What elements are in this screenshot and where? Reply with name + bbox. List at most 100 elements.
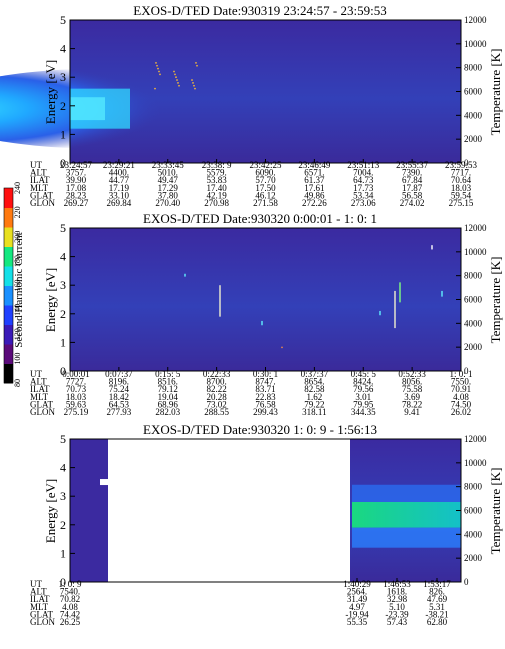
colorbar-swatch	[4, 227, 13, 247]
energy-tick-label: 5	[60, 432, 66, 446]
sparse-point	[193, 84, 195, 87]
orbit-row-label: UT	[30, 369, 42, 379]
late-enhancement	[352, 501, 461, 528]
orbit-cell: 0:22:33	[203, 369, 231, 379]
orbit-cell: 275.19	[64, 407, 89, 417]
early-data-block	[70, 439, 108, 582]
orbit-cell: 28.23	[66, 190, 87, 200]
orbit-cell: 270.98	[204, 198, 229, 208]
panel-2-title: EXOS-D/TED Date:930320 0:00:01 - 1: 0: 1	[143, 211, 377, 226]
sparse-point	[154, 87, 156, 90]
energy-tick-label: 1	[60, 335, 66, 349]
panel-2-orbit-table: UT 0:00:01 0:07:37 0:15: 5 0:22:33 0:30: 1 0:3…	[30, 369, 473, 417]
orbit-cell: 83.71	[255, 384, 275, 394]
temperature-tick-label: 10000	[464, 458, 487, 468]
orbit-cell: 17.61	[304, 183, 324, 193]
orbit-cell: 0:52:33	[398, 369, 426, 379]
temperature-tick-label: 6000	[464, 87, 483, 97]
orbit-cell: 7540.	[60, 587, 80, 597]
orbit-cell: 1:40:29	[343, 579, 371, 589]
sparse-point	[192, 82, 194, 84]
orbit-cell: 4.08	[453, 392, 469, 402]
orbit-cell: 23:55:37	[396, 160, 429, 170]
orbit-cell: 8196.	[109, 377, 129, 387]
orbit-cell: 82.58	[304, 384, 325, 394]
orbit-cell: -38.21	[425, 609, 448, 619]
panel-3-title: EXOS-D/TED Date:930320 1: 0: 9 - 1:56:13	[143, 422, 377, 437]
energy-tick-label: 1	[60, 546, 66, 560]
orbit-cell: 33.10	[109, 190, 130, 200]
sparse-point	[175, 76, 177, 79]
orbit-cell: 271.58	[253, 198, 278, 208]
orbit-cell: 49.47	[158, 175, 179, 185]
orbit-cell: 53.83	[207, 175, 228, 185]
orbit-cell: 1:46:53	[383, 579, 411, 589]
sparse-point	[177, 82, 179, 84]
orbit-cell: 67.84	[402, 175, 423, 185]
orbit-cell: 7390.	[402, 168, 422, 178]
energy-tick-label: 0	[60, 156, 66, 170]
orbit-cell: 0:00:01	[62, 369, 90, 379]
energy-tick-label: 0	[60, 575, 66, 589]
orbit-cell: 8747.	[255, 377, 275, 387]
colorbar-swatches	[3, 187, 14, 384]
temperature-tick-label: 4000	[464, 110, 483, 120]
orbit-cell: 75.58	[402, 384, 423, 394]
temperature-tick-label: 10000	[464, 39, 487, 49]
energy-tick-label: 4	[60, 250, 66, 264]
orbit-cell: 0:37:37	[301, 369, 329, 379]
orbit-cell: 0:15: 5	[155, 369, 181, 379]
panel-1-title: EXOS-D/TED Date:930319 23:24:57 - 23:59:…	[133, 3, 386, 18]
sparse-point	[178, 84, 180, 87]
temperature-tick-label: 12000	[464, 434, 487, 444]
orbit-cell: 17.73	[353, 183, 374, 193]
orbit-cell: 1618.	[387, 587, 407, 597]
orbit-cell: 57.70	[255, 175, 276, 185]
orbit-cell: 4.97	[349, 602, 365, 612]
colorbar-tick-label: 180	[13, 255, 22, 267]
orbit-cell: 74.42	[60, 609, 80, 619]
orbit-cell: 17.19	[109, 183, 130, 193]
orbit-cell: 7550.	[451, 377, 471, 387]
orbit-cell: 4.08	[62, 602, 78, 612]
panel-3-y2label: Temperature [K]	[488, 468, 503, 555]
orbit-cell: 272.26	[302, 198, 327, 208]
orbit-cell: 23:51:13	[347, 160, 380, 170]
orbit-row-label: ALT	[30, 377, 47, 387]
orbit-cell: 64.73	[353, 175, 374, 185]
energy-tick-label: 1	[60, 127, 66, 141]
orbit-row-label: GLON	[30, 407, 55, 417]
sparse-point	[173, 70, 175, 73]
temperature-tick-label: 10000	[464, 247, 487, 257]
energy-tick-label: 0	[60, 364, 66, 378]
sparse-point	[176, 79, 178, 81]
orbit-cell: 17.40	[207, 183, 228, 193]
orbit-cell: 6090.	[255, 168, 275, 178]
temperature-tick-label: 6000	[464, 295, 483, 305]
orbit-cell: 277.93	[107, 407, 132, 417]
orbit-cell: 1: 0: 9	[58, 579, 82, 589]
orbit-cell: 59.63	[66, 399, 87, 409]
orbit-cell: 17.50	[255, 183, 276, 193]
orbit-cell: 8056.	[402, 377, 422, 387]
orbit-cell: 4400.	[109, 168, 129, 178]
orbit-cell: 37.80	[158, 190, 179, 200]
orbit-cell: 7004.	[353, 168, 373, 178]
colorbar-tick-label: 200	[13, 231, 22, 243]
orbit-row-label: MLT	[30, 602, 49, 612]
colorbar-swatch	[4, 188, 13, 208]
orbit-cell: 17.29	[158, 183, 179, 193]
orbit-cell: 32.98	[387, 594, 408, 604]
late-enhancement-lower	[352, 527, 461, 548]
orbit-cell: 6571.	[304, 168, 324, 178]
energy-tick-label: 5	[60, 13, 66, 27]
orbit-cell: 70.82	[60, 594, 80, 604]
orbit-cell: 3.01	[355, 392, 371, 402]
orbit-cell: -19.94	[345, 609, 369, 619]
panel-3-x-ticks	[69, 578, 438, 582]
colorbar-swatch	[4, 363, 13, 384]
orbit-cell: 18.42	[109, 392, 129, 402]
orbit-cell: 46.12	[255, 190, 275, 200]
orbit-cell: 57.43	[387, 617, 408, 627]
